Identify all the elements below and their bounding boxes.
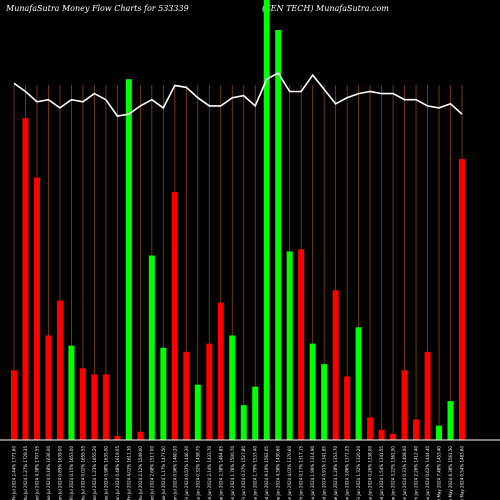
x-tick-label: 22 Thu Jun 2024 1.79% 1533.40 xyxy=(253,446,258,500)
x-tick-label: 11 Tue Jul 2024 0.98% 1635.00 xyxy=(103,446,108,500)
bar xyxy=(102,374,109,440)
bar xyxy=(148,255,155,440)
bar xyxy=(321,364,328,440)
bar xyxy=(137,431,144,440)
bar xyxy=(367,417,374,440)
bar xyxy=(332,290,339,440)
x-tick-label: 30 Tue May 2024 6.38% 1561.50 xyxy=(448,446,453,500)
bar xyxy=(33,177,40,440)
money-flow-line xyxy=(0,72,500,441)
x-tick-label: 20 Tue Jun 2024 4.38% 1430.60 xyxy=(276,446,281,500)
bar xyxy=(91,374,98,440)
bar xyxy=(79,368,86,440)
x-tick-label: 12 Mon Jun 2024 3.86% 1371.25 xyxy=(345,446,350,500)
x-tick-label: 14 Fri Jul 2024 0.15% 1653.00 xyxy=(69,446,74,500)
x-tick-label: 04 Tue Jul 2024 1.17% 1477.50 xyxy=(161,446,166,500)
bar xyxy=(401,370,408,440)
x-tick-label: 14 Wed Jun 2024 0.91% 1341.65 xyxy=(322,446,327,500)
bar xyxy=(114,435,121,440)
bar xyxy=(56,300,63,440)
x-tick-label: 29 Thu Jun 2024 0.32% 1438.75 xyxy=(195,446,200,500)
bar xyxy=(183,351,190,440)
bar xyxy=(355,327,362,440)
bar xyxy=(275,30,282,440)
bar xyxy=(45,335,52,440)
bar xyxy=(68,345,75,440)
x-tick-label: 10 Mon Jul 2024 0.48% 1619.05 xyxy=(115,446,120,500)
x-tick-label: 05 Mon Jun 2024 0.31% 1408.00 xyxy=(402,446,407,500)
bar xyxy=(309,343,316,440)
bar xyxy=(206,343,213,440)
x-tick-label: 21 Wed Jun 2024 9.19% 1562.05 xyxy=(264,446,269,500)
bar xyxy=(344,376,351,440)
bar xyxy=(217,302,224,440)
x-tick-label: 13 Thu Jul 2024 0.02% 1655.55 xyxy=(80,446,85,500)
x-tick-label: 20 Thu Jul 2024 1.27% 1729.35 xyxy=(23,446,28,500)
bar xyxy=(436,425,443,440)
bar xyxy=(447,401,454,440)
chart-title: MunafaSutra Money Flow Charts for 533339 xyxy=(6,4,189,13)
bar xyxy=(298,249,305,440)
chart-header: MunafaSutra Money Flow Charts for 533339… xyxy=(0,0,500,30)
bar xyxy=(160,347,167,440)
x-tick-label: 07 Fri Jul 2024 4.02% 1611.30 xyxy=(126,446,131,500)
x-tick-label: 21 Fri Jul 2024 2.44% 1771.60 xyxy=(12,446,17,500)
x-tick-label: 01 Thu Jun 2024 0.62% 1444.40 xyxy=(425,446,430,500)
x-axis-labels: 21 Fri Jul 2024 2.44% 1771.60 20 Thu Jul … xyxy=(12,446,465,500)
x-tick-label: 23 Fri Jun 2024 0.37% 1527.80 xyxy=(241,446,246,500)
x-tick-label: 16 Fri Jun 2024 0.17% 1317.15 xyxy=(299,446,304,500)
bar xyxy=(11,370,17,440)
volume-bars xyxy=(11,30,465,441)
x-tick-label: 15 Thu Jun 2024 1.99% 1314.90 xyxy=(310,446,315,500)
x-tick-label: 12 Wed Jul 2024 1.23% 1655.20 xyxy=(92,446,97,500)
bar xyxy=(229,335,236,440)
bar xyxy=(424,351,431,440)
x-tick-label: 05 Wed Jul 2024 2.68% 1517.00 xyxy=(149,446,154,500)
x-tick-label: 07 Wed Jun 2024 1.54% 1341.55 xyxy=(379,446,384,500)
bar xyxy=(286,251,293,440)
bar xyxy=(240,405,247,440)
bar xyxy=(22,118,29,441)
x-tick-label: 17 Mon Jul 2024 0.85% 1639.00 xyxy=(57,446,62,500)
bar xyxy=(252,386,259,440)
x-tick-label: 26 Mon Jun 2024 1.76% 1500.70 xyxy=(230,446,235,500)
x-tick-label: 03 Mon Jul 2024 0.96% 1460.20 xyxy=(172,446,177,500)
x-tick-label: 02 Fri Jun 2024 2.26% 1412.40 xyxy=(414,446,419,500)
x-tick-label: 28 Wed Jun 2024 2.14% 1433.70 xyxy=(207,446,212,500)
line-series xyxy=(13,72,463,117)
chart-source: (ZEN TECH) MunafaSutra.com xyxy=(262,4,389,13)
x-tick-label: 29 Mon May 2024 0.54% 1483.60 xyxy=(460,446,465,500)
x-tick-label: 18 Tue Jul 2024 0.18% 1636.00 xyxy=(46,446,51,500)
x-tick-label: 30 Fri Jun 2024 0.53% 1446.30 xyxy=(184,446,189,500)
bar xyxy=(378,429,385,440)
bar xyxy=(171,191,178,440)
x-tick-label: 09 Fri Jun 2024 1.32% 1320.20 xyxy=(356,446,361,500)
x-tick-label: 06 Thu Jul 2024 2.12% 1549.00 xyxy=(138,446,143,500)
highlight-bar xyxy=(263,0,270,440)
x-tick-label: 19 Wed Jul 2024 4.38% 1707.55 xyxy=(34,446,39,500)
x-tick-label: 13 Tue Jun 2024 1.28% 1353.70 xyxy=(333,446,338,500)
bar xyxy=(413,419,420,440)
bar xyxy=(390,433,397,440)
x-tick-label: 31 Wed May 2024 7.48% 1453.40 xyxy=(437,446,442,500)
x-tick-label: 19 Mon Jun 2024 4.03% 1370.60 xyxy=(287,446,292,500)
x-tick-label: 27 Tue Jun 2024 2.38% 1464.85 xyxy=(218,446,223,500)
bar xyxy=(459,159,465,440)
x-tick-label: 08 Thu Jun 2024 0.26% 1338.00 xyxy=(368,446,373,500)
highlight-column xyxy=(263,0,270,440)
bar xyxy=(125,79,132,440)
x-tick-label: 06 Tue Jun 2024 3.22% 1362.50 xyxy=(391,446,396,500)
bar xyxy=(194,384,201,440)
